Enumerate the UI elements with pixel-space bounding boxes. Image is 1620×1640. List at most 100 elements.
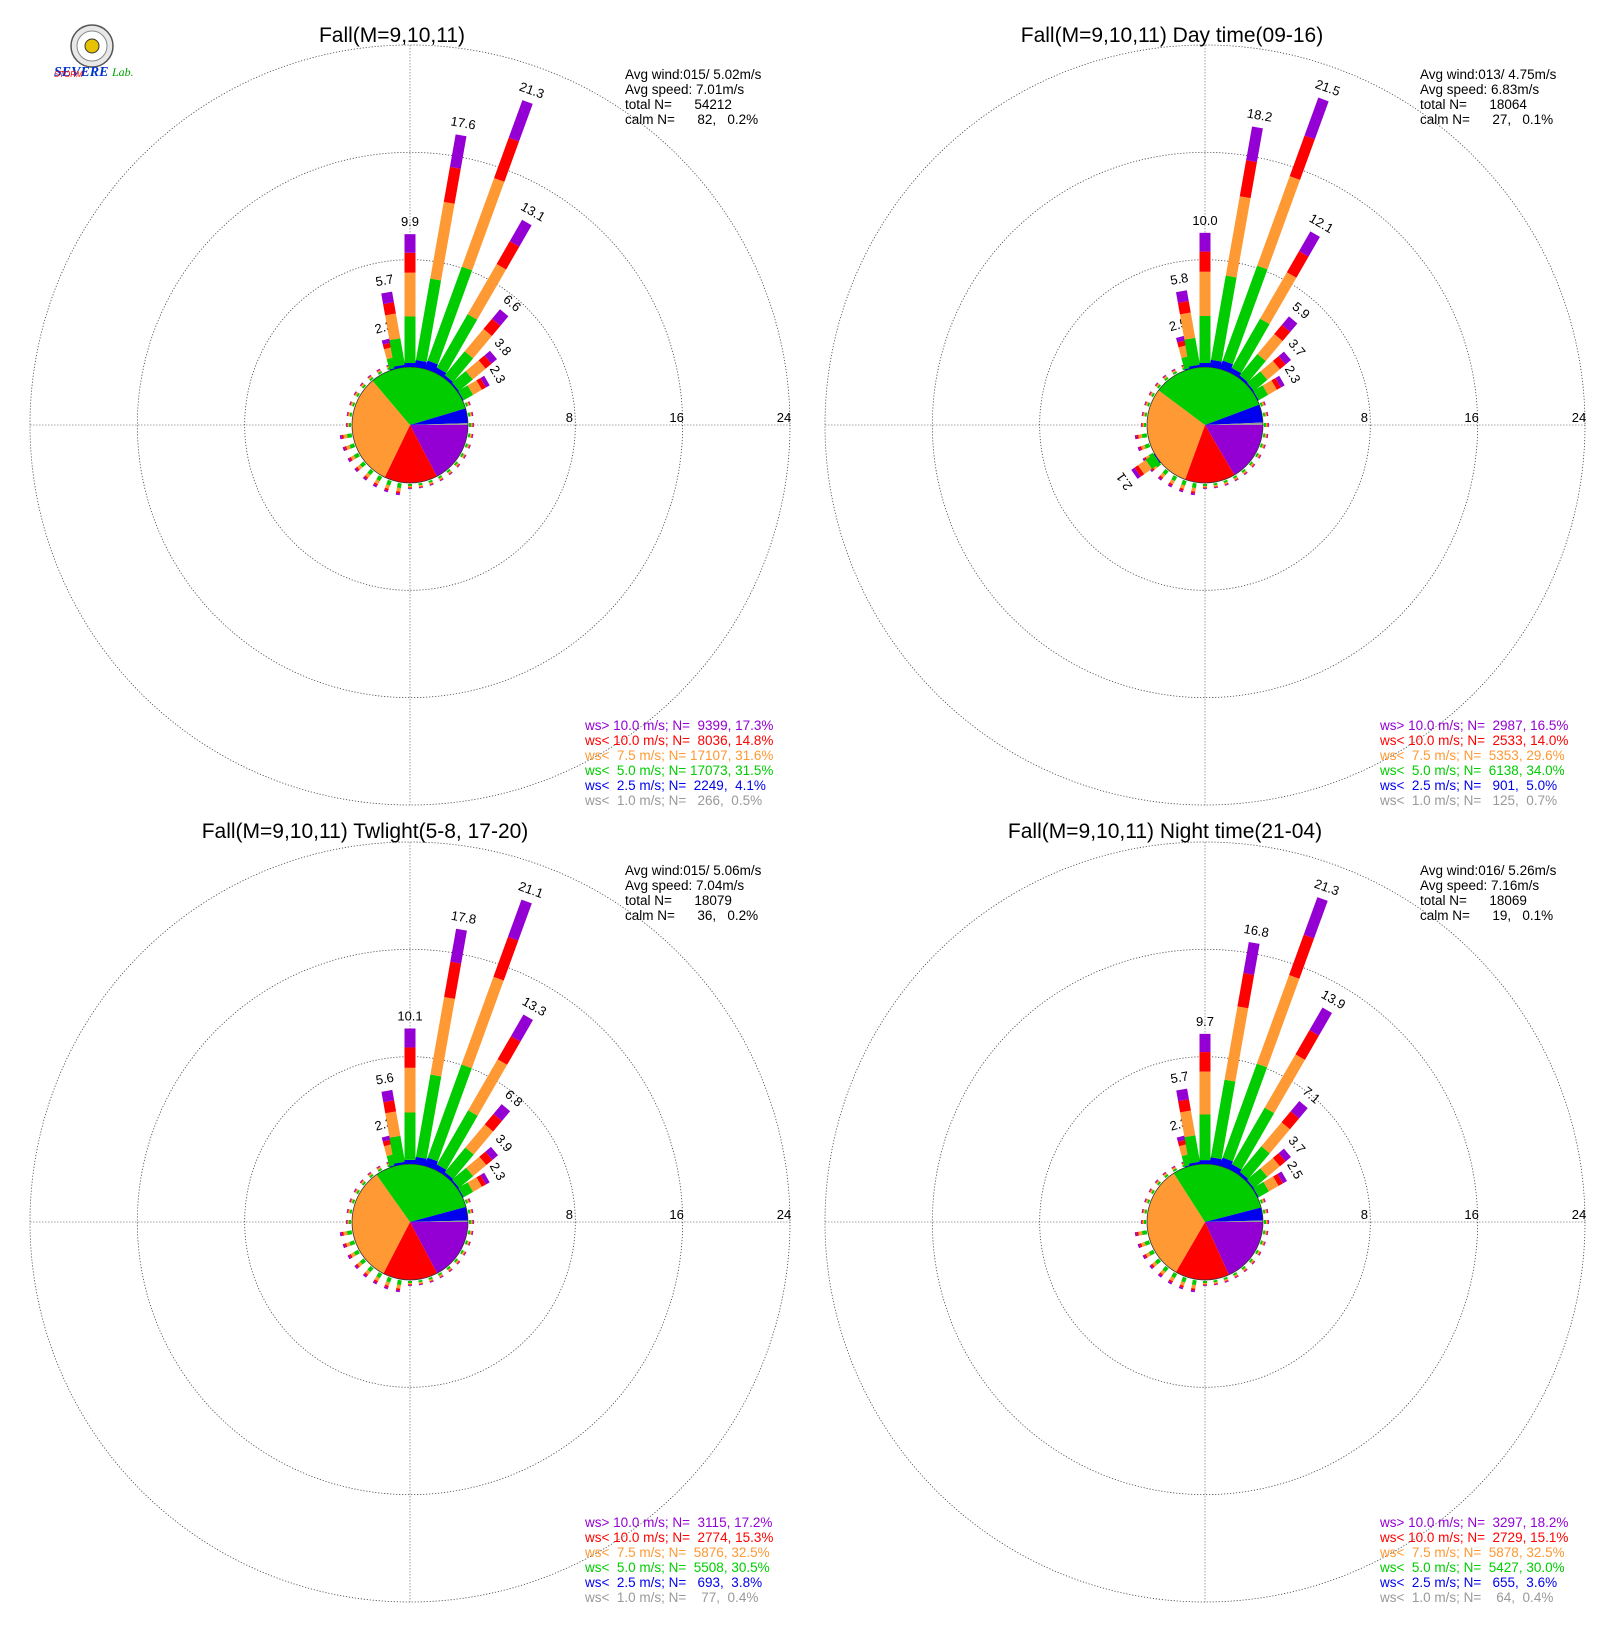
rose-stub (349, 1253, 353, 1259)
rose-bar-segment (381, 1089, 395, 1103)
rose-stub (376, 475, 383, 482)
rose-bar-segment (1180, 1110, 1196, 1138)
rose-stub (428, 481, 434, 485)
rose-stub (1232, 475, 1238, 479)
legend-item-lt2-5: ws< 2.5 m/s; N= 2249, 4.1% (584, 778, 766, 793)
rose-stub (1223, 479, 1228, 484)
rose-bar-label: 7.1 (1300, 1083, 1323, 1106)
stats-block: Avg wind:016/ 5.26m/s Avg speed: 7.16m/s… (1420, 863, 1557, 923)
rose-stub (1178, 489, 1184, 493)
rose-stub (1146, 1199, 1151, 1204)
rose-stub (1140, 444, 1146, 450)
rose-bar-segment (1175, 335, 1188, 343)
rose-bar-segment (1272, 1153, 1286, 1167)
rose-bar-segment (1262, 380, 1277, 395)
stat-avg-speed: Avg speed: 6.83m/s (1420, 82, 1539, 97)
rose-bar-segment (1260, 360, 1280, 380)
rose-bar-segment (468, 1059, 508, 1116)
rose-bar-segment (480, 1172, 490, 1185)
rose-bar-segment (1175, 290, 1189, 303)
ring-label: 16 (669, 410, 683, 425)
stat-calm-n: calm N= 36, 0.2% (625, 908, 758, 923)
rose-stub (1163, 1172, 1168, 1177)
rose-stub (1148, 1249, 1155, 1256)
rose-stub (1156, 1181, 1162, 1186)
rose-bar-segment (427, 1064, 472, 1162)
rose-bar-label: 21.1 (516, 878, 545, 901)
rose-bar-segment (444, 1147, 474, 1180)
ring-8 (244, 1056, 576, 1388)
logo-text-severe: SEVERE (54, 65, 108, 80)
rose-stub (455, 462, 460, 467)
rose-stub (1155, 383, 1160, 388)
rose-stub (1144, 443, 1151, 449)
rose-bar-segment (1184, 1135, 1200, 1164)
rose-bar-segment (464, 328, 492, 359)
rose-stub (396, 487, 401, 492)
rose-bar-label: 6.6 (500, 292, 523, 315)
rose-bar-segment (1239, 160, 1257, 199)
ring-8 (1039, 259, 1371, 591)
rose-bar-segment (430, 996, 455, 1077)
rose-stub (1171, 475, 1178, 482)
rose-bar-segment (415, 1074, 442, 1159)
rose-stub (446, 1265, 451, 1271)
legend-item-lt7-5: ws< 7.5 m/s; N= 5876, 32.5% (584, 1545, 770, 1560)
pie-slice-green (376, 1164, 466, 1222)
rose-bar-label: 3.7 (1285, 336, 1308, 359)
rose-stub (1158, 1272, 1164, 1277)
rose-stub (1250, 1259, 1255, 1264)
rose-stub (357, 464, 363, 470)
rose-bar-segment (465, 360, 486, 380)
rose-stub (396, 482, 402, 489)
stats-block: Avg wind:013/ 4.75m/s Avg speed: 6.83m/s… (1420, 67, 1557, 127)
rose-bar-segment (1295, 1030, 1319, 1060)
rose-bar-segment (1210, 1079, 1236, 1160)
rose-stub (1191, 1284, 1196, 1289)
legend-item-gt10: ws> 10.0 m/s; N= 2987, 16.5% (1379, 718, 1568, 733)
rose-bar-segment (1179, 312, 1196, 340)
rose-bar-segment (1289, 135, 1315, 180)
rose-plot: 8 16 242.35.79.716.821.313.97.13.72.5 (824, 841, 1586, 1603)
rose-stub (1250, 462, 1255, 467)
rose-stub (386, 1276, 392, 1283)
legend-item-lt10: ws< 10.0 m/s; N= 2774, 15.3% (584, 1530, 773, 1545)
rose-bar-segment (1277, 1171, 1288, 1184)
rose-stub (438, 476, 443, 481)
rose-bar-segment (436, 314, 478, 373)
rose-stub (460, 1249, 464, 1255)
rose-plot: 8 16 242.55.810.018.221.512.15.93.72.32.1 (824, 44, 1586, 806)
legend-item-lt10: ws< 10.0 m/s; N= 2533, 14.0% (1379, 733, 1568, 748)
rose-bar-label: 21.5 (1313, 76, 1342, 99)
rose-bar-label: 5.8 (1169, 270, 1189, 288)
rose-stub (1162, 468, 1169, 476)
rose-stub (354, 392, 359, 397)
rose-stub (466, 1198, 470, 1204)
rose-bar-segment (384, 346, 398, 360)
rose-stub (350, 1198, 354, 1204)
rose-stub (1151, 392, 1155, 398)
rose-bar-segment (1252, 1187, 1259, 1198)
ring-label: 8 (1361, 410, 1368, 425)
rose-bar-segment (424, 1157, 438, 1170)
ring-24 (29, 44, 791, 806)
rose-stub (1261, 1198, 1265, 1204)
rose-bar-segment (1222, 265, 1268, 365)
rose-stub (368, 1172, 373, 1177)
rose-stub (383, 1286, 389, 1290)
rose-bar-segment (434, 1164, 447, 1175)
rose-bar-label: 17.6 (449, 113, 477, 132)
rose-stub (353, 1249, 360, 1256)
rose-bar-segment (508, 100, 533, 142)
rose-bar-segment (414, 1156, 427, 1166)
ring-label: 24 (1572, 410, 1586, 425)
rose-bar-segment (1253, 1181, 1270, 1198)
rose-stub (438, 1273, 443, 1278)
legend-item-lt2-5: ws< 2.5 m/s; N= 901, 5.0% (1379, 778, 1557, 793)
ring-label: 16 (1464, 410, 1478, 425)
chart-title: Fall(M=9,10,11) (319, 24, 465, 47)
chart-title: Fall(M=9,10,11) Day time(09-16) (1021, 24, 1323, 47)
rose-bar-segment (1231, 318, 1270, 374)
rose-stub (360, 383, 365, 388)
chart-title: Fall(M=9,10,11) Twlight(5-8, 17-20) (202, 820, 529, 843)
